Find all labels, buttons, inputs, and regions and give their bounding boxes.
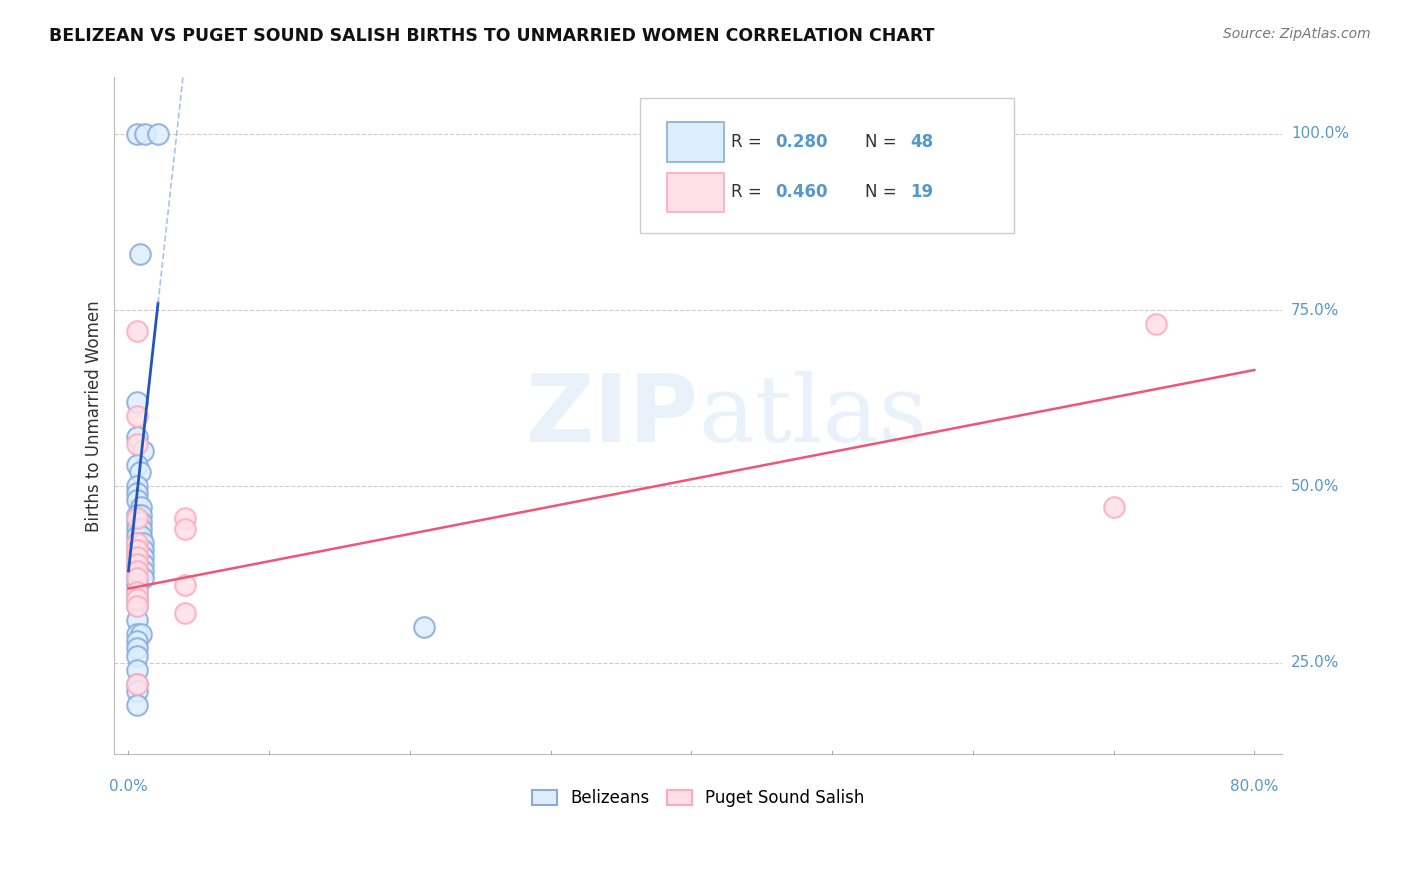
Text: N =: N = <box>866 133 903 151</box>
Text: R =: R = <box>731 184 768 202</box>
Point <box>125 634 148 648</box>
Point <box>125 641 148 656</box>
Point <box>125 515 148 529</box>
Point <box>125 557 148 571</box>
Point <box>131 564 153 578</box>
Point <box>134 127 156 141</box>
Point <box>173 522 195 536</box>
Point <box>125 493 148 508</box>
Point <box>131 444 153 458</box>
Point <box>125 698 148 712</box>
Point <box>131 557 153 571</box>
Text: BELIZEAN VS PUGET SOUND SALISH BIRTHS TO UNMARRIED WOMEN CORRELATION CHART: BELIZEAN VS PUGET SOUND SALISH BIRTHS TO… <box>49 27 935 45</box>
Point <box>131 549 153 564</box>
Point <box>125 324 148 338</box>
Point <box>129 508 152 522</box>
Point <box>125 676 148 690</box>
Point <box>125 683 148 698</box>
Point <box>125 599 148 614</box>
Text: 80.0%: 80.0% <box>1230 780 1278 794</box>
Point <box>125 592 148 607</box>
Point <box>129 522 152 536</box>
Text: R =: R = <box>731 133 768 151</box>
Text: atlas: atlas <box>699 371 928 461</box>
Point <box>125 535 148 549</box>
Point <box>125 486 148 500</box>
Point <box>125 479 148 493</box>
Point <box>125 394 148 409</box>
Point <box>125 549 148 564</box>
Point <box>125 542 148 557</box>
Point <box>413 620 436 634</box>
Point <box>125 648 148 663</box>
Point <box>125 127 148 141</box>
Point <box>129 627 152 641</box>
Text: 100.0%: 100.0% <box>1291 127 1348 141</box>
Point <box>173 578 195 592</box>
Point <box>125 585 148 599</box>
Text: Source: ZipAtlas.com: Source: ZipAtlas.com <box>1223 27 1371 41</box>
Text: 48: 48 <box>910 133 934 151</box>
Point <box>125 430 148 444</box>
Point <box>125 542 148 557</box>
Point <box>125 409 148 423</box>
Point <box>125 511 148 525</box>
Y-axis label: Births to Unmarried Women: Births to Unmarried Women <box>86 300 103 532</box>
Point <box>125 564 148 578</box>
Text: 19: 19 <box>910 184 934 202</box>
Point <box>1102 500 1125 515</box>
FancyBboxPatch shape <box>640 98 1014 233</box>
Point <box>125 508 148 522</box>
Point <box>125 599 148 614</box>
Point <box>125 571 148 585</box>
Point <box>131 571 153 585</box>
Text: 0.0%: 0.0% <box>110 780 148 794</box>
Point <box>128 246 150 260</box>
Point <box>125 557 148 571</box>
Text: ZIP: ZIP <box>526 370 699 462</box>
Point <box>125 564 148 578</box>
Point <box>131 542 153 557</box>
Point <box>125 458 148 472</box>
Text: 75.0%: 75.0% <box>1291 302 1339 318</box>
Text: 50.0%: 50.0% <box>1291 479 1339 494</box>
Point <box>131 535 153 549</box>
Point <box>129 500 152 515</box>
Legend: Belizeans, Puget Sound Salish: Belizeans, Puget Sound Salish <box>526 782 872 814</box>
Point <box>125 578 148 592</box>
Point <box>125 571 148 585</box>
Point <box>1144 317 1167 331</box>
Point <box>173 606 195 620</box>
Text: 0.280: 0.280 <box>776 133 828 151</box>
Point <box>125 535 148 549</box>
Point <box>128 465 150 479</box>
Point <box>125 592 148 607</box>
Text: 25.0%: 25.0% <box>1291 655 1339 670</box>
Point <box>125 549 148 564</box>
Point <box>129 529 152 543</box>
Point <box>125 585 148 599</box>
Point <box>173 511 195 525</box>
Point <box>129 515 152 529</box>
Point <box>125 613 148 627</box>
Point <box>125 529 148 543</box>
FancyBboxPatch shape <box>666 122 724 161</box>
Point <box>125 627 148 641</box>
Point <box>125 437 148 451</box>
Point <box>125 663 148 677</box>
Text: N =: N = <box>866 184 903 202</box>
Point <box>146 127 169 141</box>
FancyBboxPatch shape <box>666 172 724 212</box>
Text: 0.460: 0.460 <box>776 184 828 202</box>
Point <box>125 522 148 536</box>
Point <box>125 676 148 690</box>
